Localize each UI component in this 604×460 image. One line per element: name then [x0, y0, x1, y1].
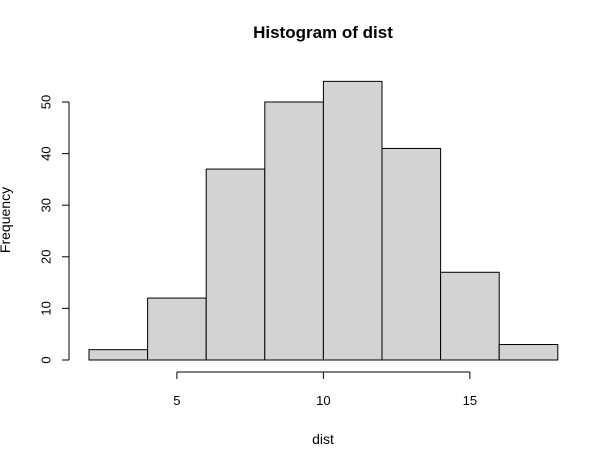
y-tick-label-50: 50 — [39, 95, 54, 109]
x-axis-label: dist — [312, 431, 334, 447]
y-axis: 0 10 20 30 40 50 — [39, 95, 70, 364]
histogram-bar-5 — [381, 147, 442, 361]
chart-title: Histogram of dist — [253, 23, 393, 42]
histogram-bar-0 — [88, 349, 149, 361]
y-tick-label-30: 30 — [39, 198, 54, 212]
histogram-bar-1 — [147, 297, 207, 361]
y-tick-label-10: 10 — [39, 301, 54, 315]
y-axis-label: Frequency — [0, 187, 13, 253]
histogram-bar-7 — [498, 344, 559, 361]
y-tick-label-20: 20 — [39, 250, 54, 264]
x-tick-label-5: 5 — [173, 393, 180, 408]
y-tick-label-0: 0 — [39, 356, 54, 363]
histogram-bar-4 — [322, 80, 383, 361]
x-tick-label-10: 10 — [316, 393, 330, 408]
bars-group — [88, 80, 559, 361]
histogram-bar-6 — [440, 271, 500, 361]
x-tick-label-15: 15 — [463, 393, 477, 408]
y-tick-label-40: 40 — [39, 146, 54, 160]
histogram-bar-3 — [264, 101, 324, 361]
x-axis: 5 10 15 — [173, 371, 477, 408]
histogram-bar-2 — [205, 168, 266, 361]
